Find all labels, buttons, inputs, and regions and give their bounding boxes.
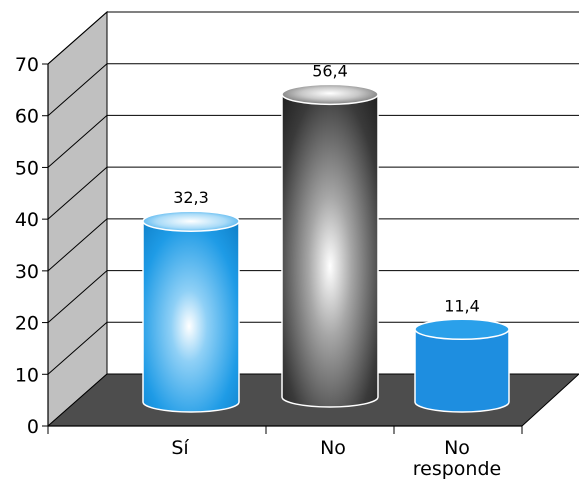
side-wall — [47, 10, 108, 428]
y-tick-label: 70 — [15, 54, 39, 76]
y-tick-label: 50 — [15, 157, 39, 179]
bar-no-responde-body — [414, 328, 510, 413]
data-label: 32,3 — [173, 188, 209, 207]
y-tick-label: 10 — [15, 364, 39, 386]
y-tick-label: 40 — [15, 209, 39, 231]
bar-no-body — [281, 93, 379, 408]
bars — [142, 83, 510, 413]
y-tick-label: 60 — [15, 106, 39, 128]
bar-no-top — [281, 83, 379, 106]
y-tick-label: 20 — [15, 313, 39, 335]
bar-si — [142, 210, 240, 413]
data-label: 56,4 — [312, 61, 348, 80]
x-category-label: Sí — [171, 437, 189, 459]
data-labels: 32,3 56,4 11,4 — [173, 61, 480, 315]
x-category-label: responde — [413, 458, 501, 479]
x-category-label: No — [320, 437, 346, 459]
data-label: 11,4 — [444, 296, 480, 315]
bar-si-body — [142, 220, 240, 413]
y-axis-ticks: 0 10 20 30 40 50 60 70 — [15, 54, 48, 438]
bar-si-top — [142, 210, 240, 232]
x-category-label: No — [444, 437, 470, 459]
axes — [47, 12, 523, 434]
y-tick-label: 0 — [27, 416, 39, 438]
bar-no — [281, 83, 379, 408]
bar-no-responde-top — [414, 318, 510, 341]
bar-no-responde — [414, 318, 510, 413]
y-tick-label: 30 — [15, 261, 39, 283]
